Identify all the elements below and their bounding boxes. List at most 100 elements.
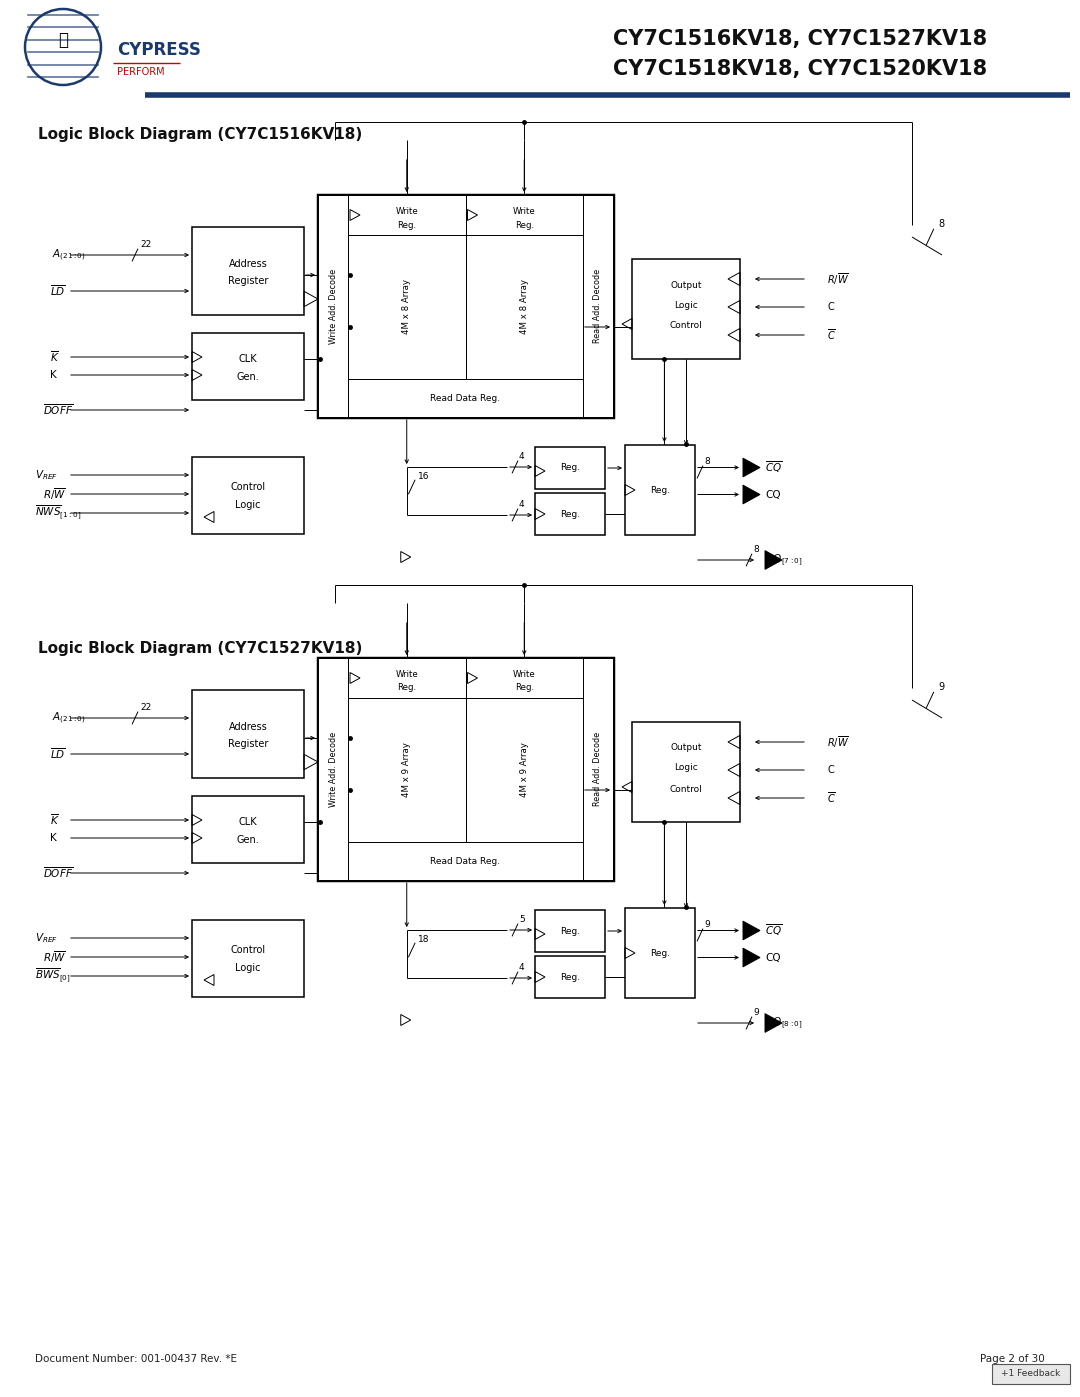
- Text: Read Data Reg.: Read Data Reg.: [431, 394, 500, 402]
- Bar: [632, 722, 740, 821]
- Text: 4: 4: [519, 500, 525, 509]
- Text: Control: Control: [670, 321, 702, 331]
- Text: $V_{REF}$: $V_{REF}$: [35, 930, 58, 944]
- Bar: [583, 196, 613, 416]
- Bar: [318, 658, 348, 880]
- Text: $A_{(21:0)}$: $A_{(21:0)}$: [52, 247, 85, 263]
- Text: K: K: [50, 370, 57, 380]
- Text: C: C: [827, 302, 834, 312]
- Text: $\overline{K}$: $\overline{K}$: [50, 349, 59, 365]
- Text: $V_{REF}$: $V_{REF}$: [35, 468, 58, 482]
- Text: CLK: CLK: [239, 817, 257, 827]
- Text: CQ: CQ: [765, 953, 781, 963]
- Text: $DQ_{[7:0]}$: $DQ_{[7:0]}$: [765, 552, 802, 569]
- Text: 22: 22: [140, 703, 151, 712]
- Text: $DQ_{[8:0]}$: $DQ_{[8:0]}$: [765, 1016, 802, 1031]
- Bar: [348, 235, 465, 379]
- Text: C: C: [827, 766, 834, 775]
- Text: 4M x 8 Array: 4M x 8 Array: [402, 279, 411, 334]
- Text: Gen.: Gen.: [237, 372, 259, 381]
- Text: $A_{(21:0)}$: $A_{(21:0)}$: [52, 710, 85, 725]
- Text: 9: 9: [939, 682, 944, 692]
- Text: $R/\overline{W}$: $R/\overline{W}$: [827, 735, 849, 750]
- Text: Logic: Logic: [235, 963, 260, 972]
- Polygon shape: [765, 1014, 782, 1032]
- Bar: [632, 258, 740, 359]
- Text: $\overline{BWS}_{[0]}$: $\overline{BWS}_{[0]}$: [35, 967, 70, 985]
- Text: 18: 18: [418, 935, 429, 944]
- Text: Reg.: Reg.: [559, 510, 580, 518]
- Text: $R/\overline{W}$: $R/\overline{W}$: [827, 271, 849, 286]
- Bar: [348, 658, 465, 698]
- Bar: [465, 698, 583, 842]
- Text: CY7C1516KV18, CY7C1527KV18: CY7C1516KV18, CY7C1527KV18: [613, 29, 987, 49]
- Text: Reg.: Reg.: [515, 683, 534, 693]
- Text: Logic Block Diagram (CY7C1516KV18): Logic Block Diagram (CY7C1516KV18): [38, 127, 362, 141]
- Polygon shape: [743, 921, 760, 940]
- Text: Reg.: Reg.: [397, 683, 416, 693]
- Text: Read Add. Decode: Read Add. Decode: [594, 270, 603, 344]
- Polygon shape: [743, 485, 760, 504]
- Text: Address: Address: [229, 258, 268, 270]
- Text: Control: Control: [670, 785, 702, 793]
- Text: 4M x 9 Array: 4M x 9 Array: [402, 743, 411, 798]
- Text: Control: Control: [230, 944, 266, 956]
- Bar: [583, 658, 613, 880]
- Bar: [625, 446, 696, 535]
- Bar: [348, 379, 583, 416]
- Polygon shape: [765, 550, 782, 570]
- Bar: [192, 226, 303, 314]
- Text: Reg.: Reg.: [650, 486, 670, 495]
- Bar: [535, 493, 605, 535]
- Bar: [192, 457, 303, 534]
- Bar: [535, 956, 605, 997]
- Bar: [348, 698, 465, 842]
- Text: 5: 5: [519, 915, 525, 923]
- Bar: [465, 196, 583, 235]
- Bar: [535, 909, 605, 951]
- Polygon shape: [743, 949, 760, 967]
- Text: 4M x 9 Array: 4M x 9 Array: [519, 743, 529, 798]
- Text: Write Add. Decode: Write Add. Decode: [328, 268, 337, 344]
- Text: $\overline{C}$: $\overline{C}$: [827, 327, 836, 342]
- Polygon shape: [743, 458, 760, 476]
- Text: Logic: Logic: [235, 500, 260, 510]
- Text: $\overline{CQ}$: $\overline{CQ}$: [765, 922, 782, 939]
- Text: 8: 8: [753, 545, 759, 555]
- Bar: [318, 658, 613, 880]
- Text: $\overline{DOFF}$: $\overline{DOFF}$: [43, 866, 73, 880]
- Bar: [192, 332, 303, 400]
- Text: CYPRESS: CYPRESS: [117, 41, 201, 59]
- Text: Reg.: Reg.: [650, 949, 670, 957]
- Text: 🦅: 🦅: [58, 31, 68, 49]
- Text: CLK: CLK: [239, 353, 257, 365]
- Text: Read Add. Decode: Read Add. Decode: [594, 732, 603, 806]
- Text: 16: 16: [418, 472, 429, 481]
- Bar: [465, 235, 583, 379]
- Text: 9: 9: [753, 1009, 759, 1017]
- Text: 4M x 8 Array: 4M x 8 Array: [519, 279, 529, 334]
- Text: $\overline{CQ}$: $\overline{CQ}$: [765, 460, 782, 475]
- Bar: [318, 196, 613, 416]
- Text: 4: 4: [519, 453, 525, 461]
- Text: Register: Register: [228, 277, 268, 286]
- Text: Read Data Reg.: Read Data Reg.: [431, 856, 500, 866]
- Text: Reg.: Reg.: [515, 221, 534, 229]
- Text: Reg.: Reg.: [397, 221, 416, 229]
- Text: K: K: [50, 833, 57, 842]
- Text: Write Add. Decode: Write Add. Decode: [328, 732, 337, 806]
- Text: Reg.: Reg.: [559, 926, 580, 936]
- Text: 8: 8: [704, 457, 710, 467]
- Text: 8: 8: [939, 219, 944, 229]
- Bar: [625, 908, 696, 997]
- Text: Gen.: Gen.: [237, 835, 259, 845]
- Bar: [192, 921, 303, 997]
- Text: Write: Write: [395, 669, 418, 679]
- Bar: [993, 1363, 1070, 1384]
- Text: $\overline{NWS}_{[1:0]}$: $\overline{NWS}_{[1:0]}$: [35, 504, 81, 522]
- Text: $\overline{DOFF}$: $\overline{DOFF}$: [43, 402, 73, 418]
- Text: Reg.: Reg.: [559, 972, 580, 982]
- Text: CQ: CQ: [765, 489, 781, 500]
- Bar: [535, 447, 605, 489]
- Bar: [192, 690, 303, 778]
